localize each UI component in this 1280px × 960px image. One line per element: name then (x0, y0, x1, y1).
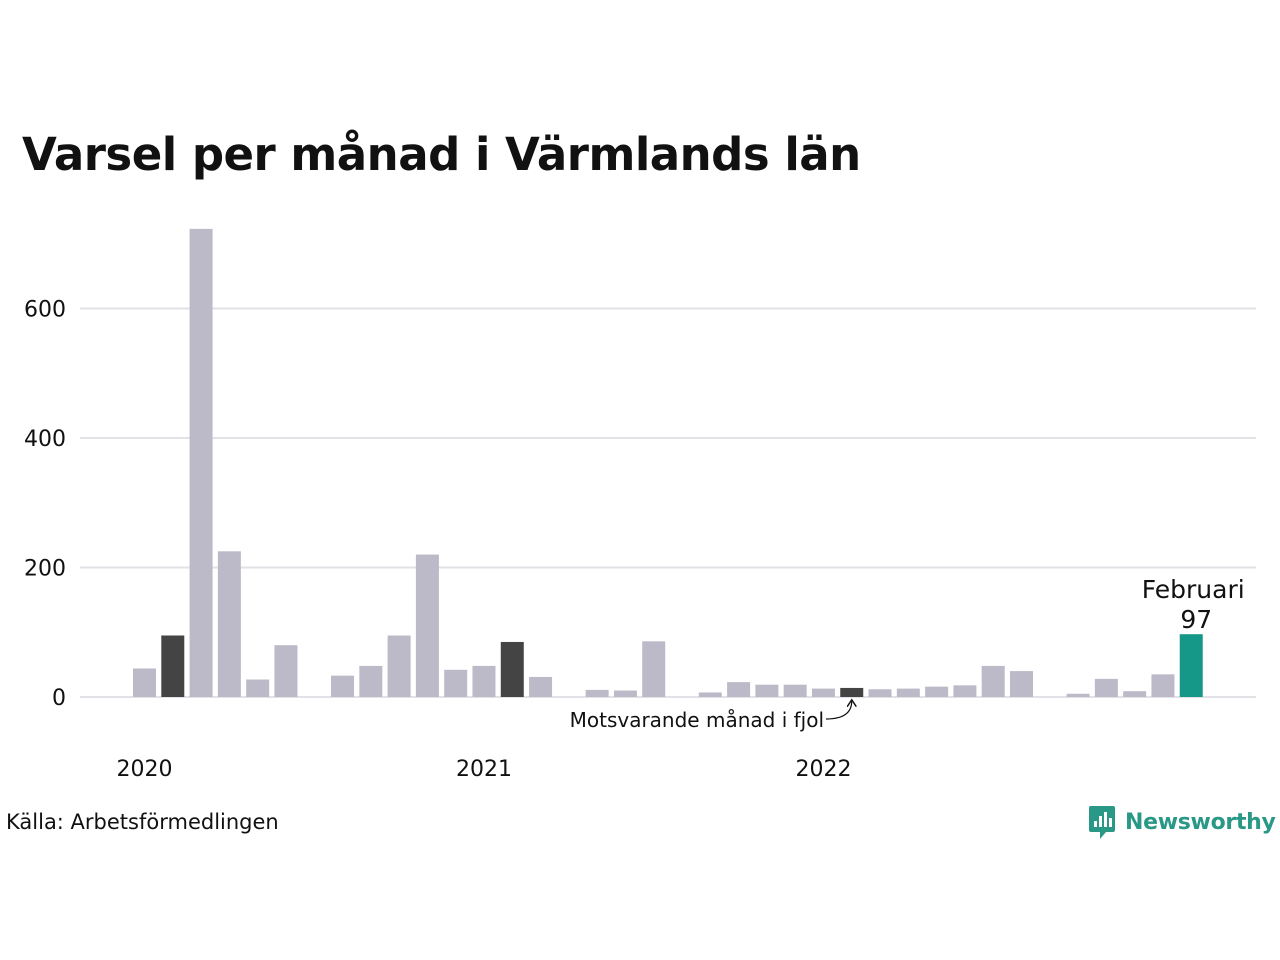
bar-11 (444, 669, 468, 697)
bar-34 (1094, 678, 1118, 697)
bar-29 (953, 685, 977, 697)
bar-8 (359, 665, 383, 697)
bar-21 (727, 682, 751, 697)
bar-35 (1123, 691, 1147, 697)
bar-31 (1009, 671, 1033, 697)
bar-37 (1179, 634, 1203, 697)
bar-9 (387, 635, 411, 697)
bar-26 (868, 689, 892, 697)
bar-17 (613, 690, 637, 697)
bar-22 (755, 684, 779, 697)
y-tick-label: 600 (24, 298, 66, 323)
newsworthy-logo: Newsworthy (1088, 804, 1276, 840)
brand-name: Newsworthy (1125, 809, 1276, 835)
x-year-label: 2022 (795, 757, 851, 782)
bar-2 (189, 228, 213, 698)
bar-13 (500, 641, 524, 697)
bar-16 (585, 689, 609, 697)
bar-36 (1151, 674, 1175, 697)
bar-24 (811, 688, 835, 697)
y-tick-label: 400 (24, 427, 66, 452)
bar-27 (896, 688, 920, 697)
annotation-arrow (825, 701, 852, 720)
highlight-month-label: Februari (1142, 575, 1245, 604)
highlight-value-label: 97 (1180, 605, 1212, 634)
comparison-annotation: Motsvarande månad i fjol (570, 708, 824, 732)
bar-12 (472, 665, 496, 697)
newsworthy-logo-icon (1089, 806, 1115, 839)
bar-28 (925, 686, 949, 697)
bar-0 (133, 668, 156, 697)
bar-5 (274, 645, 298, 697)
bar-20 (698, 692, 722, 697)
y-tick-label: 0 (52, 686, 66, 711)
bar-4 (246, 679, 270, 697)
bar-10 (415, 554, 439, 697)
bar-14 (529, 676, 553, 697)
bar-7 (331, 675, 355, 697)
bar-25 (840, 687, 864, 697)
bar-30 (981, 665, 1005, 697)
x-year-label: 2021 (456, 757, 512, 782)
bar-3 (217, 551, 241, 697)
bar-23 (783, 684, 807, 697)
bar-18 (642, 641, 666, 697)
bar-33 (1066, 693, 1090, 697)
bar-1 (161, 635, 185, 697)
source-note: Källa: Arbetsförmedlingen (6, 810, 279, 834)
y-tick-label: 200 (24, 557, 66, 582)
x-year-label: 2020 (117, 757, 173, 782)
chart-title: Varsel per månad i Värmlands län (22, 128, 861, 181)
